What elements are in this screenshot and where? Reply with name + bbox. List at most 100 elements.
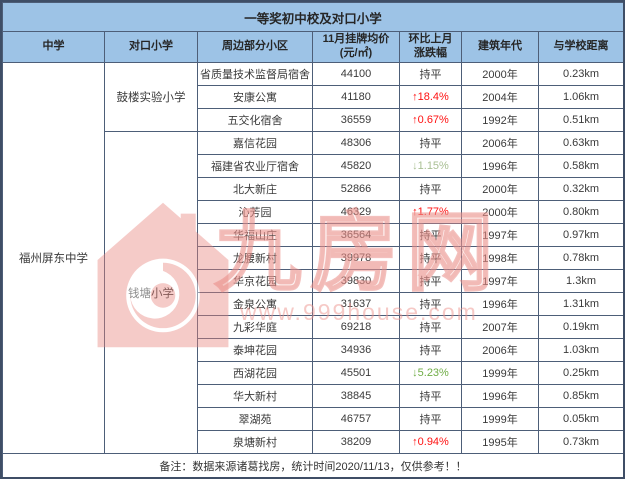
price-cell: 69218 (312, 315, 400, 339)
header-cell-5: 建筑年代 (461, 31, 539, 63)
price-cell: 39978 (312, 246, 400, 270)
change-cell: 持平 (399, 131, 462, 155)
year-cell: 2000年 (461, 177, 539, 201)
primary-school-cell: 鼓楼实验小学 (104, 62, 198, 132)
distance-cell: 1.3km (537, 269, 623, 293)
year-cell: 1999年 (461, 361, 539, 385)
header-cell-6: 与学校距离 (537, 31, 623, 63)
year-cell: 2006年 (461, 338, 539, 362)
community-cell: 翠湖苑 (197, 407, 313, 431)
header-cell-3: 11月挂牌均价 (元/㎡) (312, 31, 400, 63)
year-cell: 1996年 (461, 292, 539, 316)
distance-cell: 0.51km (537, 108, 623, 132)
distance-cell: 0.73km (537, 430, 623, 454)
change-cell: 持平 (399, 269, 462, 293)
community-cell: 省质量技术监督局宿舍 (197, 62, 313, 86)
change-cell: 持平 (399, 407, 462, 431)
year-cell: 2000年 (461, 200, 539, 224)
year-cell: 2006年 (461, 131, 539, 155)
header-cell-2: 周边部分小区 (197, 31, 313, 63)
year-cell: 1997年 (461, 223, 539, 247)
price-cell: 36564 (312, 223, 400, 247)
distance-cell: 1.31km (537, 292, 623, 316)
header-cell-4: 环比上月 涨跌幅 (399, 31, 462, 63)
primary-school-cell: 钱塘小学 (104, 131, 198, 454)
year-cell: 2000年 (461, 62, 539, 86)
change-cell: 持平 (399, 62, 462, 86)
table-row: 沁芳园 46329 ↑1.77% 2000年 0.80km (3, 200, 623, 224)
price-cell: 46757 (312, 407, 400, 431)
table-row: 泉塘新村 38209 ↑0.94% 1995年 0.73km (3, 430, 623, 454)
community-cell: 华大新村 (197, 384, 313, 408)
community-cell: 金泉公寓 (197, 292, 313, 316)
distance-cell: 0.25km (537, 361, 623, 385)
table-title-row: 一等奖初中校及对口小学 (2, 2, 623, 32)
community-cell: 华京花园 (197, 269, 313, 293)
community-cell: 华福山庄 (197, 223, 313, 247)
change-cell: 持平 (399, 315, 462, 339)
community-cell: 泰坤花园 (197, 338, 313, 362)
price-cell: 34936 (312, 338, 400, 362)
distance-cell: 0.97km (537, 223, 623, 247)
year-cell: 1998年 (461, 246, 539, 270)
change-cell: ↑0.94% (399, 430, 462, 454)
distance-cell: 1.03km (537, 338, 623, 362)
page-title: 一等奖初中校及对口小学 (2, 2, 623, 32)
price-cell: 39830 (312, 269, 400, 293)
table-header-row: 中学 对口小学 周边部分小区 11月挂牌均价 (元/㎡) 环比上月 涨跌幅 建筑年代 与学校… (2, 31, 623, 63)
change-cell: ↑1.77% (399, 200, 462, 224)
table-footer-row: 备注：数据来源诸葛找房，统计时间2020/11/13，仅供参考！！ (2, 453, 623, 477)
table-row: 西湖花园 45501 ↓5.23% 1999年 0.25km (3, 361, 623, 385)
change-cell: 持平 (399, 338, 462, 362)
change-cell: 持平 (399, 384, 462, 408)
community-cell: 福建省农业厅宿舍 (197, 154, 313, 178)
price-cell: 48306 (312, 131, 400, 155)
change-cell: ↑18.4% (399, 85, 462, 109)
community-cell: 泉塘新村 (197, 430, 313, 454)
community-cell: 安康公寓 (197, 85, 313, 109)
table-row: 华京花园 39830 持平 1997年 1.3km (3, 269, 623, 293)
year-cell: 1996年 (461, 384, 539, 408)
distance-cell: 0.63km (537, 131, 623, 155)
price-cell: 45820 (312, 154, 400, 178)
middle-school-cell: 福州屏东中学 (2, 62, 105, 454)
price-cell: 46329 (312, 200, 400, 224)
distance-cell: 0.80km (537, 200, 623, 224)
table-row: 金泉公寓 31637 持平 1996年 1.31km (3, 292, 623, 316)
header-cell-1: 对口小学 (104, 31, 198, 63)
table-row: 翠湖苑 46757 持平 1999年 0.05km (3, 407, 623, 431)
table-row: 五交化宿舍 36559 ↑0.67% 1992年 0.51km (3, 108, 623, 132)
table-row: 九彩华庭 69218 持平 2007年 0.19km (3, 315, 623, 339)
change-cell: 持平 (399, 292, 462, 316)
year-cell: 2007年 (461, 315, 539, 339)
year-cell: 1999年 (461, 407, 539, 431)
distance-cell: 0.05km (537, 407, 623, 431)
table-row: 福建省农业厅宿舍 45820 ↓1.15% 1996年 0.58km (3, 154, 623, 178)
change-cell: ↓5.23% (399, 361, 462, 385)
footer-note: 备注：数据来源诸葛找房，统计时间2020/11/13，仅供参考！！ (2, 453, 623, 477)
year-cell: 1992年 (461, 108, 539, 132)
price-cell: 38845 (312, 384, 400, 408)
distance-cell: 0.58km (537, 154, 623, 178)
table-row: 北大新庄 52866 持平 2000年 0.32km (3, 177, 623, 201)
distance-cell: 1.06km (537, 85, 623, 109)
change-cell: 持平 (399, 223, 462, 247)
change-cell: ↓1.15% (399, 154, 462, 178)
price-cell: 36559 (312, 108, 400, 132)
distance-cell: 0.78km (537, 246, 623, 270)
change-cell: 持平 (399, 246, 462, 270)
price-cell: 31637 (312, 292, 400, 316)
community-cell: 五交化宿舍 (197, 108, 313, 132)
change-cell: ↑0.67% (399, 108, 462, 132)
distance-cell: 0.23km (537, 62, 623, 86)
community-cell: 嘉信花园 (197, 131, 313, 155)
table-row: 安康公寓 41180 ↑18.4% 2004年 1.06km (3, 85, 623, 109)
price-cell: 38209 (312, 430, 400, 454)
price-cell: 52866 (312, 177, 400, 201)
community-cell: 九彩华庭 (197, 315, 313, 339)
year-cell: 1995年 (461, 430, 539, 454)
year-cell: 2004年 (461, 85, 539, 109)
distance-cell: 0.85km (537, 384, 623, 408)
price-cell: 44100 (312, 62, 400, 86)
